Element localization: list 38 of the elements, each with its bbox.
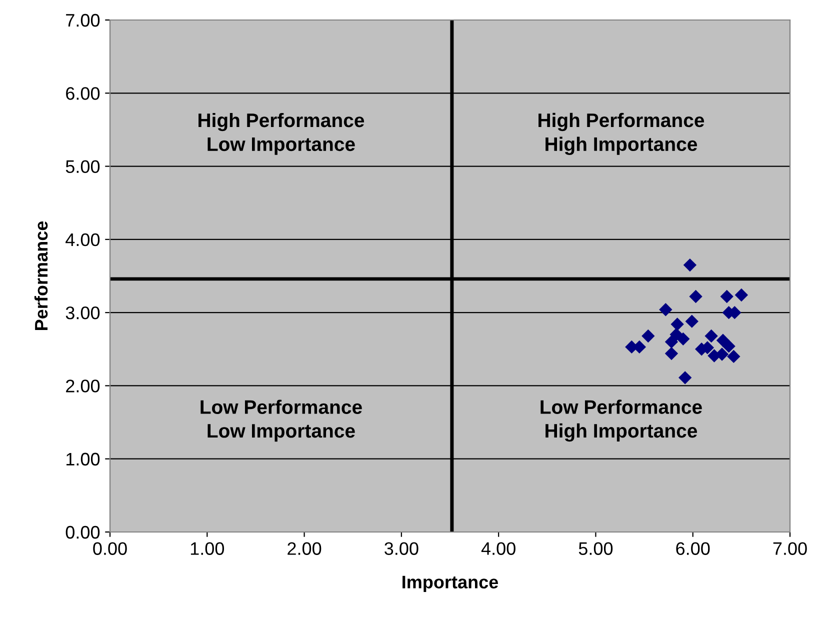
point	[720, 290, 734, 304]
x-tick-label: 6.00	[676, 542, 710, 555]
y-tick-label: 3.00	[66, 306, 100, 320]
point	[722, 340, 736, 353]
point	[642, 329, 655, 343]
y-tick-label: 0.00	[66, 526, 100, 539]
point	[678, 371, 692, 384]
y-tick-label: 5.00	[66, 160, 100, 174]
x-tick-label: 5.00	[578, 542, 613, 555]
x-tick-label: 4.00	[481, 542, 516, 555]
annotation: High Performance Low Importance	[198, 112, 364, 155]
point	[664, 335, 678, 348]
x-tick-label: 1.00	[190, 542, 224, 555]
annotation: Low Performance High Importance	[540, 400, 702, 442]
point	[664, 346, 678, 360]
point	[715, 348, 729, 361]
y-tick-label: 4.00	[66, 233, 100, 246]
x-axis-title: Importance	[402, 576, 498, 592]
point	[685, 314, 698, 328]
y-tick-label: 6.00	[66, 87, 100, 100]
x-tick-label: 2.00	[288, 542, 322, 555]
point	[704, 329, 718, 343]
point	[676, 332, 690, 346]
y-tick-label: 2.00	[66, 380, 100, 392]
point	[689, 290, 702, 304]
x-tick-label: 0.00	[93, 542, 127, 555]
point	[734, 288, 748, 302]
x-tick-label: 7.00	[773, 542, 807, 555]
x-tick-label: 3.00	[384, 542, 418, 555]
point	[683, 258, 697, 272]
annotation: High Performance High Importance	[538, 112, 704, 155]
y-tick-label: 1.00	[66, 452, 100, 466]
point	[659, 303, 672, 316]
point	[727, 350, 740, 364]
annotation: Low Performance Low Importance	[200, 400, 362, 442]
point	[670, 318, 684, 331]
y-axis-title: Performance	[34, 221, 48, 330]
y-tick-label: 7.00	[66, 14, 100, 27]
